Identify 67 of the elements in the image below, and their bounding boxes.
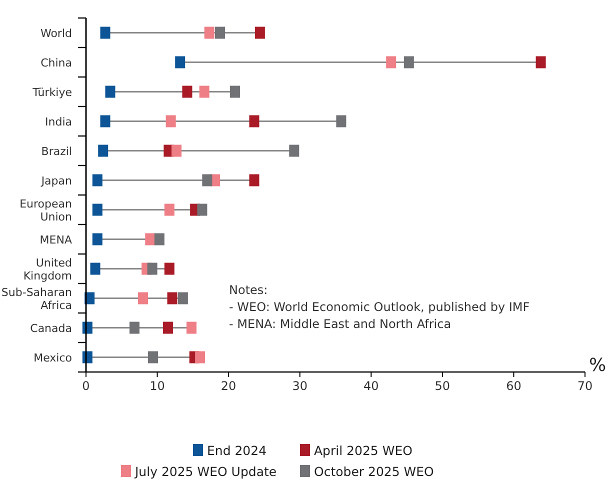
legend-label: October 2025 WEO [314,464,434,479]
point [404,56,414,68]
point [167,292,178,304]
point [336,115,346,128]
legend-label: April 2025 WEO [314,443,413,458]
point [215,26,226,39]
annotation: Notes: [229,283,268,297]
point [182,86,192,98]
point [92,204,102,216]
point [204,26,214,39]
y-tick-label: Sub-Saharan Africa [1,286,72,312]
point [145,233,156,246]
x-tick-label: 40 [364,379,379,393]
x-axis-title: % [589,355,606,376]
x-tick-label: 60 [506,379,522,393]
point [147,262,158,275]
point [199,86,210,98]
x-tick-label: 50 [434,379,450,393]
y-tick-label: Brazil [41,144,72,158]
point [254,26,265,39]
point [186,322,197,334]
y-tick-label: Türkiye [32,86,72,99]
y-tick-label: World [40,26,72,40]
legend-label: End 2024 [207,443,267,458]
point [172,144,182,157]
annotation: - MENA: Middle East and North Africa [229,317,452,331]
x-tick-label: 70 [577,379,593,393]
point [92,174,102,186]
point [536,56,546,68]
point [249,174,260,186]
point [138,292,148,304]
point [202,174,212,186]
point [154,233,164,246]
y-tick-label: MENA [40,233,72,246]
point [129,322,140,334]
point [164,262,174,275]
y-tick-label: Mexico [34,351,72,364]
point [386,56,396,68]
x-tick-label: 20 [220,379,236,393]
point [230,86,240,98]
y-tick-label: India [45,115,72,128]
y-tick-label: Japan [40,174,72,188]
point [92,233,102,246]
y-tick-label: Canada [30,322,72,335]
y-tick-label: United Kingdom [23,256,72,282]
y-tick-label: European Union [20,197,72,224]
point [166,115,176,128]
point [162,322,173,334]
point [178,292,188,304]
point [98,144,108,157]
point [195,351,206,364]
annotation: - WEO: World Economic Outlook, published by IMF [229,300,530,314]
x-tick-label: 30 [292,379,308,393]
point [105,86,116,98]
point [100,26,110,39]
point [148,351,158,364]
x-tick-label: 0 [82,379,90,393]
point [197,204,208,216]
point [175,56,186,68]
point [289,144,300,157]
legend-label: July 2025 WEO Update [134,464,277,479]
y-tick-label: China [40,56,72,70]
point [100,115,110,128]
x-tick-label: 10 [150,379,165,393]
point [249,115,260,128]
point [164,204,174,216]
point [90,262,100,275]
